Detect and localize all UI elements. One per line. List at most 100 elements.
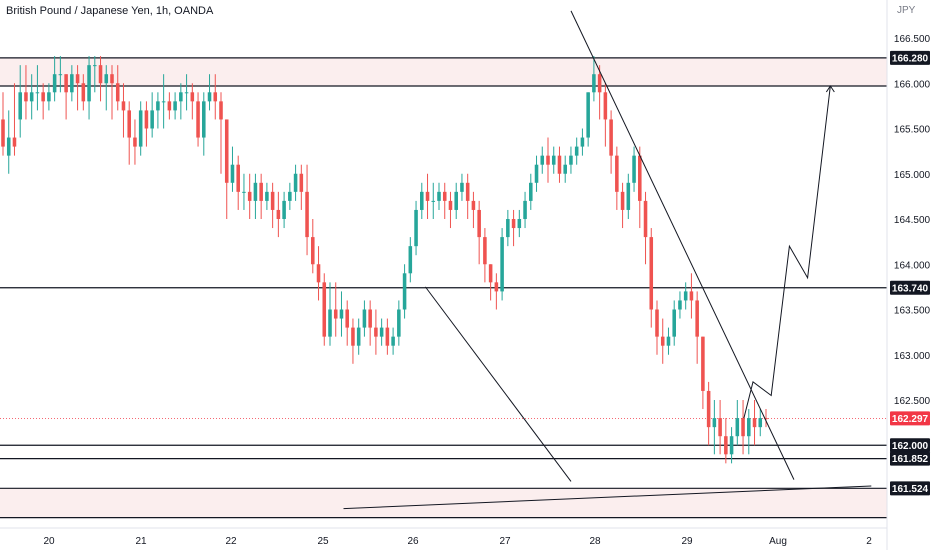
trend-lines	[343, 10, 872, 510]
time-tick-label: 25	[317, 536, 329, 547]
candle-body	[179, 92, 183, 102]
time-tick-label: 21	[135, 536, 147, 547]
candle-body	[167, 101, 172, 111]
candle-body	[115, 83, 120, 102]
candle-body	[138, 110, 143, 147]
candle-body	[660, 336, 665, 346]
trend-line-0	[570, 10, 795, 480]
candle-body	[729, 436, 734, 455]
projection-arrow-head	[825, 85, 835, 93]
candle-body	[574, 146, 579, 156]
candle-body	[196, 101, 200, 138]
candle-body	[202, 101, 206, 138]
trend-line-2	[343, 485, 872, 510]
candle-body	[764, 418, 768, 420]
candle-body	[29, 92, 34, 102]
candle-body	[41, 92, 45, 102]
candle-body	[632, 155, 636, 183]
candle-body	[724, 436, 728, 455]
candle-body	[506, 219, 510, 238]
price-label-text: 166.280	[892, 53, 929, 64]
candle-body	[247, 191, 252, 201]
candle-body	[615, 155, 619, 192]
candle-body	[110, 74, 114, 84]
candles	[1, 56, 768, 464]
candle-body	[6, 137, 11, 156]
candle-body	[557, 155, 562, 174]
time-tick-label: Aug	[769, 536, 787, 547]
candle-body	[689, 291, 694, 301]
price-label-badge	[890, 280, 930, 295]
candle-body	[173, 101, 177, 111]
candle-body	[735, 418, 740, 437]
time-tick-label: 29	[681, 536, 693, 547]
candle-body	[511, 219, 516, 229]
candle-body	[580, 137, 585, 147]
candle-body	[414, 209, 418, 247]
candle-body	[609, 119, 613, 156]
candle-body	[517, 219, 522, 229]
candle-body	[408, 246, 413, 274]
candle-body	[465, 182, 470, 201]
candle-body	[540, 155, 545, 165]
candle-body	[620, 191, 625, 210]
candle-body	[35, 92, 40, 94]
candle-body	[75, 74, 80, 84]
candle-body	[666, 336, 671, 346]
candle-body	[133, 137, 137, 147]
candle-body	[752, 418, 757, 428]
candle-body	[333, 309, 338, 319]
candle-body	[534, 164, 539, 183]
candle-body	[47, 92, 51, 102]
time-tick-label: 22	[225, 536, 237, 547]
candle-body	[368, 309, 372, 328]
candle-body	[706, 390, 711, 428]
candle-body	[695, 300, 699, 337]
candle-body	[678, 300, 682, 310]
candle-body	[276, 209, 281, 219]
candle-body	[253, 182, 258, 201]
candle-body	[70, 74, 74, 93]
candle-body	[379, 327, 384, 337]
candle-body	[546, 155, 550, 165]
price-tick-label: 166.500	[894, 34, 931, 45]
candle-body	[322, 282, 327, 337]
candle-body	[356, 327, 361, 346]
candle-body	[190, 92, 195, 102]
candle-body	[236, 164, 240, 192]
price-label-text: 161.852	[892, 454, 929, 465]
price-label-badge	[890, 451, 930, 466]
price-label-text: 163.740	[892, 283, 929, 294]
candle-body	[420, 191, 424, 210]
price-tick-label: 163.500	[894, 306, 931, 317]
candle-body	[649, 237, 654, 310]
time-axis: 20 21 22 25 26 27 28 29 Aug 2	[43, 536, 872, 547]
price-label-badge	[890, 438, 930, 453]
candle-body	[87, 65, 91, 102]
currency-label: JPY	[897, 5, 916, 16]
candle-body	[12, 137, 17, 147]
price-axis: 166.500 166.000 165.500 165.000 164.500 164.0…	[894, 34, 931, 452]
time-tick-label: 20	[43, 536, 55, 547]
price-label-text: 161.524	[892, 484, 929, 495]
candle-body	[18, 92, 22, 120]
candle-body	[397, 309, 401, 337]
price-label-badge	[890, 411, 930, 426]
price-label-badge	[890, 481, 930, 496]
candle-body	[299, 173, 304, 192]
candle-body	[758, 418, 763, 428]
candle-body	[345, 309, 349, 328]
candle-body	[718, 418, 722, 437]
candle-body	[747, 418, 751, 437]
candle-body	[362, 309, 367, 328]
price-tick-label: 165.000	[894, 170, 931, 181]
candle-body	[425, 191, 430, 201]
candle-body	[448, 200, 453, 210]
trend-line-1	[424, 286, 572, 482]
candle-body	[563, 164, 567, 174]
candle-body	[597, 74, 602, 93]
candle-body	[385, 327, 390, 346]
candle-body	[265, 191, 269, 201]
candle-body	[305, 191, 309, 238]
